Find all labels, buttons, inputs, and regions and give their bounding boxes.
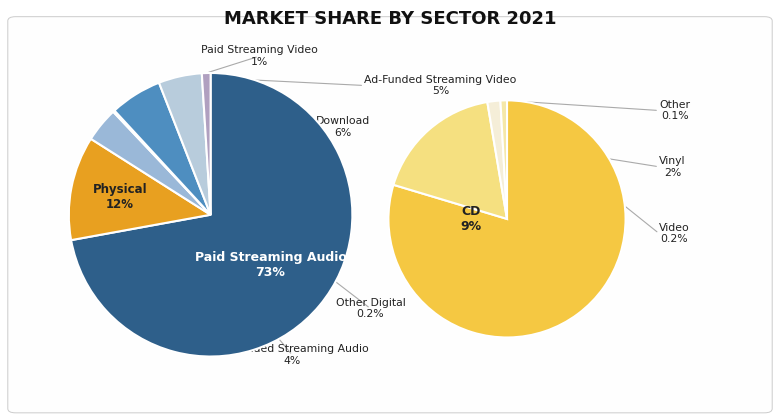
- Text: Other Digital
0.2%: Other Digital 0.2%: [335, 298, 406, 319]
- Wedge shape: [71, 73, 353, 357]
- Wedge shape: [393, 102, 507, 219]
- Text: Other
0.1%: Other 0.1%: [659, 100, 690, 121]
- Text: Paid Streaming Audio
73%: Paid Streaming Audio 73%: [194, 251, 346, 279]
- Wedge shape: [69, 139, 211, 240]
- Wedge shape: [488, 100, 507, 219]
- Text: MARKET SHARE BY SECTOR 2021: MARKET SHARE BY SECTOR 2021: [224, 10, 556, 28]
- Text: Ad-Funded Streaming Video
5%: Ad-Funded Streaming Video 5%: [364, 75, 516, 96]
- Wedge shape: [202, 73, 211, 215]
- Text: Ad-Funded Streaming Audio
4%: Ad-Funded Streaming Audio 4%: [216, 344, 369, 366]
- Wedge shape: [159, 73, 211, 215]
- Text: CD
9%: CD 9%: [461, 205, 482, 233]
- Text: Physical
12%: Physical 12%: [93, 183, 147, 211]
- Wedge shape: [90, 112, 211, 215]
- Wedge shape: [388, 100, 626, 337]
- Wedge shape: [501, 100, 507, 219]
- Wedge shape: [115, 83, 211, 215]
- Text: Download
6%: Download 6%: [316, 116, 370, 138]
- Text: Paid Streaming Video
1%: Paid Streaming Video 1%: [200, 45, 317, 67]
- FancyBboxPatch shape: [8, 17, 772, 413]
- Text: Video
0.2%: Video 0.2%: [659, 223, 690, 244]
- Text: Vinyl
2%: Vinyl 2%: [659, 156, 686, 178]
- Wedge shape: [113, 111, 211, 215]
